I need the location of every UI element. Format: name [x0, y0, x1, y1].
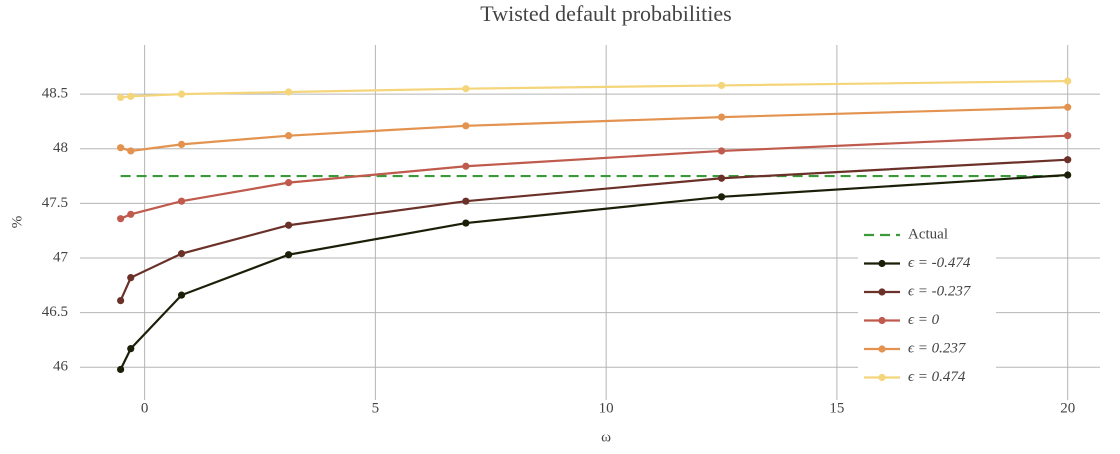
data-point	[177, 140, 186, 148]
data-point	[462, 162, 470, 170]
legend-label: Actual	[908, 226, 948, 242]
data-point	[462, 197, 470, 205]
legend-label: ϵ = 0.237	[908, 340, 967, 356]
data-point	[1064, 132, 1072, 140]
data-point	[127, 147, 135, 155]
data-point	[462, 122, 470, 130]
legend-label: ϵ = -0.474	[908, 255, 971, 271]
data-point	[127, 210, 135, 218]
data-point	[717, 174, 726, 182]
data-point	[1064, 171, 1072, 179]
legend-marker	[878, 288, 886, 296]
data-point	[1064, 156, 1072, 164]
y-tick-label: 46	[53, 359, 69, 375]
data-point	[285, 132, 293, 140]
y-tick-label: 47.5	[42, 195, 68, 211]
data-point	[117, 365, 125, 374]
data-point	[127, 92, 135, 100]
data-point	[127, 274, 135, 282]
data-point	[127, 345, 135, 353]
legend-label: ϵ = -0.237	[908, 283, 972, 299]
x-tick-label: 0	[141, 400, 149, 416]
y-tick-label: 48.5	[42, 86, 68, 102]
data-point	[717, 113, 726, 121]
data-point	[285, 88, 293, 96]
legend-label: ϵ = 0.474	[908, 369, 966, 385]
data-point	[177, 197, 186, 205]
data-point	[117, 215, 125, 223]
data-point	[177, 291, 186, 299]
data-point	[717, 81, 726, 90]
data-point	[177, 90, 186, 98]
data-point	[717, 147, 726, 155]
x-axis-label: ω	[601, 429, 611, 445]
data-point	[285, 179, 293, 187]
legend-marker	[878, 345, 886, 353]
data-point	[177, 250, 186, 258]
legend-label: ϵ = 0	[908, 312, 940, 328]
y-tick-label: 47	[53, 249, 69, 265]
data-point	[117, 144, 125, 152]
x-tick-label: 5	[372, 400, 380, 416]
chart-title: Twisted default probabilities	[480, 1, 731, 26]
series-line	[120, 79, 1068, 99]
x-tick-label: 20	[1060, 400, 1075, 416]
data-point	[1064, 103, 1072, 111]
x-tick-label: 15	[829, 400, 844, 416]
legend-box	[858, 217, 996, 396]
data-point	[285, 251, 293, 259]
y-tick-label: 46.5	[42, 304, 68, 320]
y-axis-label: %	[9, 216, 25, 229]
x-tick-label: 10	[599, 400, 614, 416]
data-point	[462, 219, 470, 227]
data-point	[717, 193, 726, 201]
data-point	[462, 85, 470, 93]
data-point	[117, 93, 125, 102]
series-line	[120, 106, 1068, 153]
legend-marker	[878, 259, 886, 268]
data-point	[117, 297, 125, 305]
y-tick-label: 48	[53, 140, 68, 156]
data-point	[1064, 77, 1072, 85]
legend-marker	[878, 316, 886, 325]
data-point	[285, 221, 293, 229]
legend-marker	[878, 373, 886, 382]
